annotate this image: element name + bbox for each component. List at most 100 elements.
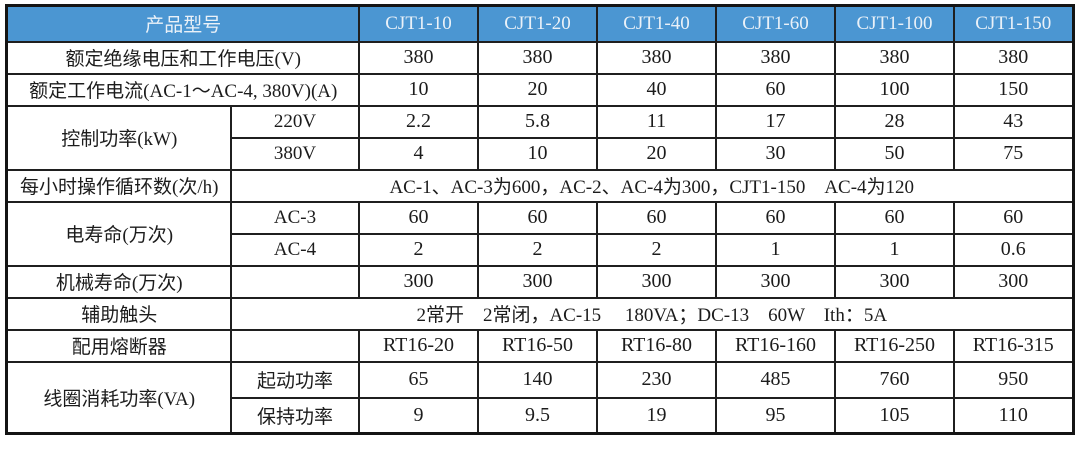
mechanical-life-value: 300 <box>834 264 955 299</box>
coil-power-holding-row: 保持功率 9 9.5 19 95 105 110 <box>7 396 1074 435</box>
mechanical-life-empty-cell <box>229 264 361 299</box>
fuse-value: RT16-315 <box>953 328 1074 363</box>
row-label-control-power: 控制功率(kW) <box>5 104 232 171</box>
coil-power-holding-value: 105 <box>834 396 955 435</box>
mechanical-life-value: 300 <box>715 264 836 299</box>
control-power-380v-value: 75 <box>953 136 1074 171</box>
model-header-cjt1-100: CJT1-100 <box>834 4 955 43</box>
electrical-life-ac4-value: 2 <box>477 232 598 267</box>
electrical-life-ac4-value: 1 <box>715 232 836 267</box>
rated-current-value: 150 <box>953 72 1074 107</box>
rated-current-value: 40 <box>596 72 717 107</box>
fuse-empty-cell <box>229 328 361 363</box>
coil-power-inrush-value: 230 <box>596 360 717 399</box>
control-power-380v-row: 380V 4 10 20 30 50 75 <box>7 136 1074 171</box>
control-power-220v-row: 控制功率(kW) 220V 2.2 5.8 11 17 28 43 <box>5 104 1074 171</box>
mechanical-life-value: 300 <box>358 264 479 299</box>
rated-voltage-value: 380 <box>477 40 598 75</box>
product-model-header: 产品型号 <box>5 4 361 43</box>
fuse-row: 配用熔断器 RT16-20 RT16-50 RT16-80 RT16-160 R… <box>5 328 1074 363</box>
control-power-380v-value: 4 <box>358 136 479 171</box>
coil-power-inrush-value: 760 <box>834 360 955 399</box>
electrical-life-ac3-value: 60 <box>834 200 955 235</box>
sub-label-holding-power: 保持功率 <box>229 396 361 435</box>
cycles-per-hour-row: 每小时操作循环数(次/h) AC-1、AC-3为600，AC-2、AC-4为30… <box>5 168 1075 203</box>
auxiliary-contacts-merged-value: 2常开 2常闭，AC-15 180VA；DC-13 60W Ith：5A <box>229 296 1075 331</box>
rated-current-value: 10 <box>358 72 479 107</box>
row-label-electrical-life: 电寿命(万次) <box>5 200 232 267</box>
fuse-value: RT16-250 <box>834 328 955 363</box>
coil-power-holding-value: 9 <box>358 396 479 435</box>
mechanical-life-value: 300 <box>953 264 1074 299</box>
rated-voltage-value: 380 <box>596 40 717 75</box>
rated-voltage-row: 额定绝缘电压和工作电压(V) 380 380 380 380 380 380 <box>5 40 1074 75</box>
coil-power-holding-value: 19 <box>596 396 717 435</box>
electrical-life-ac3-value: 60 <box>715 200 836 235</box>
control-power-220v-value: 43 <box>953 104 1074 139</box>
model-header-cjt1-60: CJT1-60 <box>715 4 836 43</box>
row-label-rated-voltage: 额定绝缘电压和工作电压(V) <box>5 40 361 75</box>
row-label-mechanical-life: 机械寿命(万次) <box>5 264 232 299</box>
coil-power-inrush-value: 140 <box>477 360 598 399</box>
row-label-coil-power: 线圈消耗功率(VA) <box>5 360 232 435</box>
rated-current-row: 额定工作电流(AC-1～AC-4, 380V)(A) 10 20 40 60 1… <box>5 72 1074 107</box>
electrical-life-ac3-row: 电寿命(万次) AC-3 60 60 60 60 60 60 <box>5 200 1074 267</box>
coil-power-inrush-row: 线圈消耗功率(VA) 起动功率 65 140 230 485 760 950 <box>5 360 1074 435</box>
mechanical-life-value: 300 <box>596 264 717 299</box>
sub-label-380v: 380V <box>229 136 361 171</box>
cycles-per-hour-merged-value: AC-1、AC-3为600，AC-2、AC-4为300，CJT1-150 AC-… <box>229 168 1075 203</box>
row-label-rated-current: 额定工作电流(AC-1～AC-4, 380V)(A) <box>5 72 361 107</box>
model-header-cjt1-20: CJT1-20 <box>477 4 598 43</box>
row-label-fuse: 配用熔断器 <box>5 328 232 363</box>
row-label-cycles-per-hour: 每小时操作循环数(次/h) <box>5 168 232 203</box>
electrical-life-ac3-value: 60 <box>953 200 1074 235</box>
control-power-380v-value: 30 <box>715 136 836 171</box>
fuse-value: RT16-80 <box>596 328 717 363</box>
coil-power-holding-value: 95 <box>715 396 836 435</box>
rated-current-value: 60 <box>715 72 836 107</box>
coil-power-inrush-value: 65 <box>358 360 479 399</box>
contactor-spec-table: 产品型号 CJT1-10 CJT1-20 CJT1-40 CJT1-60 CJT… <box>5 4 1075 435</box>
control-power-220v-value: 2.2 <box>358 104 479 139</box>
auxiliary-contacts-row: 辅助触头 2常开 2常闭，AC-15 180VA；DC-13 60W Ith：5… <box>5 296 1075 331</box>
control-power-380v-value: 20 <box>596 136 717 171</box>
control-power-220v-value: 17 <box>715 104 836 139</box>
rated-voltage-value: 380 <box>834 40 955 75</box>
electrical-life-ac4-value: 1 <box>834 232 955 267</box>
fuse-value: RT16-20 <box>358 328 479 363</box>
rated-voltage-value: 380 <box>358 40 479 75</box>
electrical-life-ac4-row: AC-4 2 2 2 1 1 0.6 <box>7 232 1074 267</box>
rated-voltage-value: 380 <box>953 40 1074 75</box>
electrical-life-ac3-value: 60 <box>358 200 479 235</box>
fuse-value: RT16-50 <box>477 328 598 363</box>
sub-label-220v: 220V <box>229 104 361 139</box>
row-label-auxiliary-contacts: 辅助触头 <box>5 296 232 331</box>
coil-power-holding-value: 9.5 <box>477 396 598 435</box>
mechanical-life-value: 300 <box>477 264 598 299</box>
electrical-life-ac4-value: 0.6 <box>953 232 1074 267</box>
rated-current-value: 20 <box>477 72 598 107</box>
sub-label-ac-3: AC-3 <box>229 200 361 235</box>
control-power-380v-value: 10 <box>477 136 598 171</box>
rated-current-value: 100 <box>834 72 955 107</box>
electrical-life-ac4-value: 2 <box>596 232 717 267</box>
control-power-220v-value: 28 <box>834 104 955 139</box>
electrical-life-ac3-value: 60 <box>596 200 717 235</box>
rated-voltage-value: 380 <box>715 40 836 75</box>
sub-label-ac-4: AC-4 <box>229 232 361 267</box>
header-row: 产品型号 CJT1-10 CJT1-20 CJT1-40 CJT1-60 CJT… <box>5 4 1074 43</box>
model-header-cjt1-150: CJT1-150 <box>953 4 1074 43</box>
fuse-value: RT16-160 <box>715 328 836 363</box>
model-header-cjt1-10: CJT1-10 <box>358 4 479 43</box>
control-power-220v-value: 11 <box>596 104 717 139</box>
electrical-life-ac3-value: 60 <box>477 200 598 235</box>
control-power-380v-value: 50 <box>834 136 955 171</box>
mechanical-life-row: 机械寿命(万次) 300 300 300 300 300 300 <box>5 264 1074 299</box>
model-header-cjt1-40: CJT1-40 <box>596 4 717 43</box>
coil-power-holding-value: 110 <box>953 396 1074 435</box>
control-power-220v-value: 5.8 <box>477 104 598 139</box>
coil-power-inrush-value: 950 <box>953 360 1074 399</box>
coil-power-inrush-value: 485 <box>715 360 836 399</box>
electrical-life-ac4-value: 2 <box>358 232 479 267</box>
sub-label-inrush-power: 起动功率 <box>229 360 361 399</box>
